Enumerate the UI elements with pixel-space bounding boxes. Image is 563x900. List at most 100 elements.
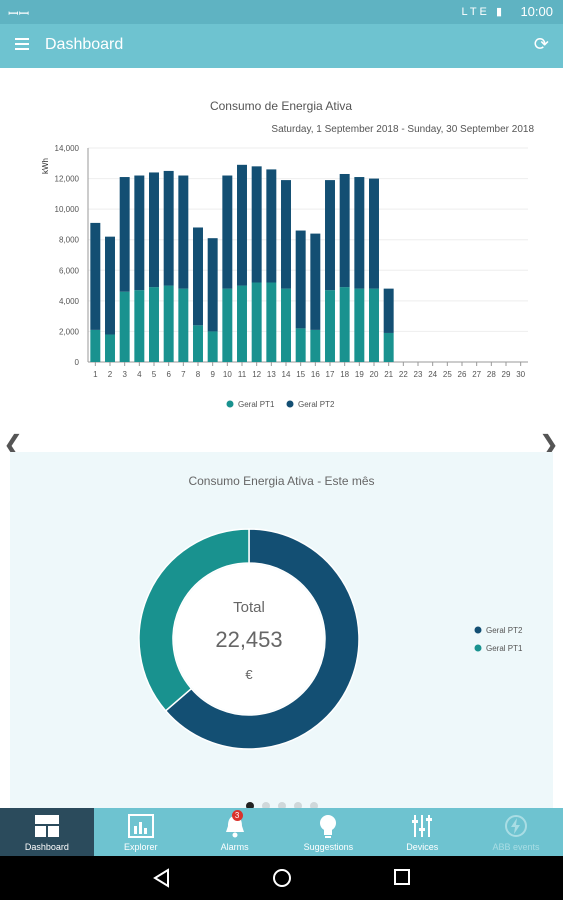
bell-icon: 3 [224,810,246,840]
bar-segment [266,169,277,283]
back-icon[interactable] [152,868,170,893]
status-time: 10:00 [520,4,553,19]
nav-explorer[interactable]: Explorer [94,808,188,856]
bar-segment [383,332,394,362]
bar-segment [134,290,145,362]
x-tick-label: 8 [196,370,201,379]
donut-slice [138,528,250,712]
bar-segment [251,166,262,283]
x-tick-label: 25 [443,370,452,379]
y-axis-label: kWh [41,158,50,174]
y-tick-label: 2,000 [59,327,80,336]
x-tick-label: 7 [181,370,186,379]
bar-segment [90,222,101,330]
x-tick-label: 21 [384,370,393,379]
status-bar: ꟷꟷ LTE ▮ 10:00 [0,0,563,24]
x-tick-label: 9 [210,370,215,379]
bar-segment [369,178,379,289]
page-dot[interactable] [261,802,270,810]
nav-label: Devices [406,842,439,852]
nav-suggestions[interactable]: Suggestions [281,808,375,856]
bar-segment [369,288,379,362]
bar-chart-subtitle: Saturday, 1 September 2018 - Sunday, 30 … [271,124,534,135]
x-tick-label: 3 [122,370,127,379]
legend-label: Geral PT1 [238,400,275,409]
previous-arrow-icon[interactable]: ❮ [3,430,24,458]
x-tick-label: 28 [487,370,496,379]
nav-devices[interactable]: Devices [375,808,469,856]
bar-segment [149,172,159,288]
bar-segment [178,288,189,362]
refresh-icon[interactable]: ⟳ [533,34,549,55]
y-tick-label: 6,000 [59,266,80,275]
bar-segment [222,175,233,289]
nav-label: Alarms [220,842,249,852]
bar-segment [281,180,291,289]
x-tick-label: 14 [282,370,291,379]
page-title: Dashboard [45,36,124,53]
nav-abb-events[interactable]: ABB events [469,808,563,856]
bar-segment [339,287,350,362]
explorer-icon [127,814,154,840]
bar-segment [237,285,247,362]
nav-label: Suggestions [303,842,354,852]
nav-label: Explorer [123,842,158,852]
bar-segment [149,287,159,362]
x-tick-label: 16 [311,370,320,379]
bar-segment [281,288,291,362]
x-tick-label: 12 [252,370,261,379]
dashboard-icon [34,814,60,840]
y-tick-label: 8,000 [59,236,80,245]
nav-dashboard[interactable]: Dashboard [0,808,94,856]
page-dot[interactable] [277,802,286,810]
x-tick-label: 29 [502,370,511,379]
donut-center-value: 22,453 [215,627,282,652]
legend-label: Geral PT2 [486,626,523,635]
bar-segment [266,282,277,362]
x-tick-label: 11 [238,370,247,379]
bar-segment [295,328,306,362]
notification-icon: ꟷꟷ [8,7,30,22]
legend-label: Geral PT1 [486,644,523,653]
x-tick-label: 23 [414,370,423,379]
bar-segment [339,173,350,288]
bar-segment [207,238,218,332]
bar-segment [163,285,174,362]
nav-label: ABB events [492,842,540,852]
bar-segment [119,177,130,292]
legend-marker [286,400,294,408]
x-tick-label: 13 [267,370,276,379]
energy-donut-card: Consumo Energia Ativa - Este mês Total 22… [10,452,553,808]
bar-segment [178,175,189,289]
x-tick-label: 22 [399,370,408,379]
menu-icon[interactable] [15,38,29,50]
page-dot[interactable] [245,802,254,810]
donut-hole [174,564,324,714]
bar-segment [207,331,218,362]
x-tick-label: 1 [93,370,98,379]
system-navigation-bar [0,856,563,900]
home-icon[interactable] [272,868,292,893]
page-dot[interactable] [293,802,302,810]
x-tick-label: 17 [326,370,335,379]
lightning-icon [504,814,528,840]
x-tick-label: 6 [166,370,171,379]
bar-segment [354,177,365,289]
x-tick-label: 15 [296,370,305,379]
donut-slice [164,528,360,750]
bar-segment [193,227,203,326]
recents-icon[interactable] [393,868,411,891]
bar-segment [251,282,262,362]
nav-alarms[interactable]: 3 Alarms [188,808,282,856]
page-dot[interactable] [309,802,318,810]
x-tick-label: 19 [355,370,364,379]
legend-marker [474,644,482,652]
bar-segment [105,236,115,335]
y-tick-label: 0 [75,358,80,367]
next-arrow-icon[interactable]: ❯ [538,430,559,458]
bar-segment [310,233,321,330]
page-indicator [0,797,563,815]
x-tick-label: 24 [428,370,437,379]
bar-chart-title: Consumo de Energia Ativa [210,99,352,113]
bar-segment [193,325,203,362]
